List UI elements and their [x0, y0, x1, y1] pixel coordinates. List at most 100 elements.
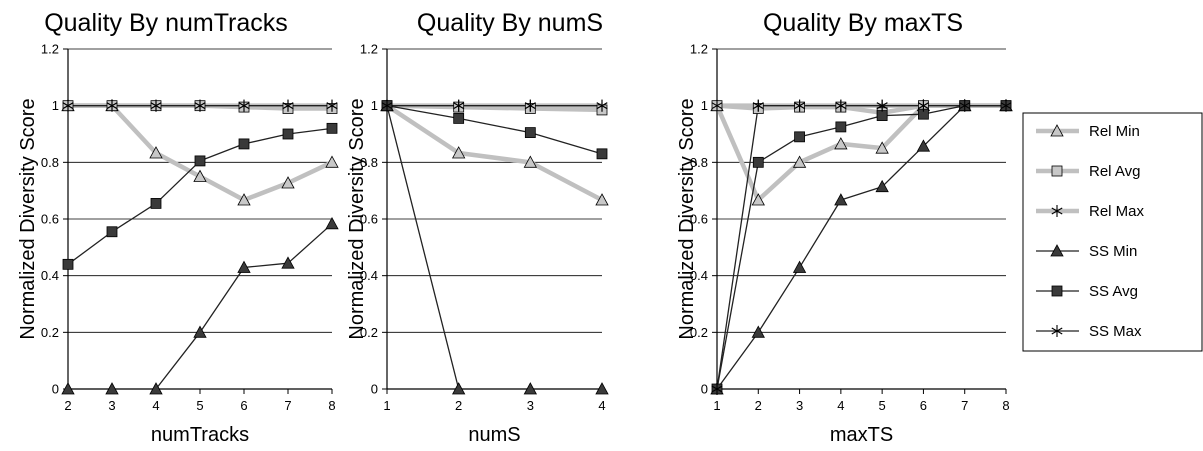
data-point-ss-max [194, 99, 206, 112]
data-point-ss-max [453, 99, 465, 112]
data-point-ss-max [917, 99, 929, 112]
legend-label: SS Min [1089, 243, 1137, 260]
data-point-ss-min [916, 139, 931, 152]
series-line-rel-min [385, 103, 604, 203]
data-point-ss-min [237, 260, 251, 273]
data-point-ss-max [326, 99, 338, 112]
data-point-ss-max [711, 383, 723, 395]
data-point-ss-min [105, 382, 119, 395]
y-tick-label: 0.2 [41, 325, 59, 340]
data-point-ss-avg [150, 198, 162, 209]
data-point-ss-min [281, 256, 295, 269]
series-line-ss-avg [716, 105, 1006, 390]
data-point-ss-avg [453, 113, 465, 124]
data-point-ss-avg [62, 258, 74, 270]
data-point-ss-min [792, 260, 807, 273]
legend-item: Rel Avg [1036, 163, 1140, 180]
y-tick-label: 0.6 [41, 212, 59, 227]
data-point-rel-min [193, 169, 207, 182]
data-point-rel-min [595, 193, 609, 206]
y-axis-label: Normalized Diversity Score [17, 98, 39, 339]
legend-marker [1050, 124, 1064, 137]
chart-3: 0 0.2 0.4 0.6 0.8 1 1.2 1 2 3 4 5 6 7 8 Quality By maxT… [676, 9, 1013, 446]
series-line-ss-avg [386, 105, 603, 155]
legend-box [1022, 112, 1203, 352]
y-tick-label: 0 [701, 382, 708, 397]
data-point-ss-min [834, 193, 848, 206]
x-tick-label: 2 [455, 398, 462, 413]
y-tick-label: 0.8 [690, 155, 708, 170]
data-point-ss-avg [194, 155, 206, 167]
x-axis-label: numS [468, 424, 520, 446]
y-tick-label: 0.4 [41, 268, 59, 283]
legend-marker [1051, 165, 1063, 177]
data-point-rel-max [711, 99, 723, 112]
y-tick-label: 1.2 [41, 42, 59, 57]
data-point-ss-min [193, 325, 207, 338]
data-point-ss-max [381, 99, 393, 112]
data-point-rel-min [751, 193, 765, 206]
data-point-ss-max [959, 99, 971, 112]
data-point-ss-avg [596, 148, 608, 160]
x-tick-label: 4 [152, 398, 159, 413]
data-point-ss-avg [106, 226, 118, 238]
data-point-ss-min [523, 382, 538, 395]
data-point-ss-max [524, 99, 536, 112]
x-tick-label: 4 [598, 398, 605, 413]
data-point-ss-max [150, 99, 162, 112]
data-point-ss-min [149, 382, 163, 395]
x-tick-label: 7 [284, 398, 291, 413]
y-tick-label: 1 [371, 98, 378, 113]
legend-item: SS Max [1036, 323, 1142, 340]
legend-marker [1051, 205, 1063, 217]
chart-title: Quality By numS [417, 9, 603, 37]
x-axis-label: numTracks [151, 424, 249, 446]
legend-item: SS Min [1036, 243, 1137, 260]
x-tick-label: 4 [837, 398, 844, 413]
series-line-ss-min [716, 105, 1006, 390]
data-point-ss-max [835, 99, 847, 112]
x-tick-label: 8 [328, 398, 335, 413]
y-tick-label: 0.6 [690, 212, 708, 227]
data-point-rel-min [523, 155, 538, 168]
legend-label: Rel Max [1089, 203, 1145, 220]
x-tick-label: 6 [240, 398, 247, 413]
data-point-ss-max [106, 99, 118, 112]
y-tick-label: 0 [52, 382, 59, 397]
legend-label: Rel Min [1089, 123, 1140, 140]
y-tick-label: 1 [701, 98, 708, 113]
x-tick-label: 8 [1002, 398, 1009, 413]
x-tick-label: 7 [961, 398, 968, 413]
data-point-rel-min [237, 193, 251, 206]
y-tick-label: 0.6 [360, 212, 378, 227]
data-point-rel-min [792, 155, 807, 168]
x-tick-label: 5 [879, 398, 886, 413]
data-point-ss-avg [326, 122, 338, 134]
series-line-ss-min [386, 105, 602, 390]
legend-marker [1050, 244, 1064, 257]
legend-label: SS Avg [1089, 283, 1138, 300]
data-point-ss-avg [524, 127, 536, 138]
legend: Rel Min Rel Avg Rel Max SS Min SS Avg SS Max [1022, 112, 1203, 352]
data-point-rel-min [875, 141, 889, 154]
series-line-ss-min [68, 223, 333, 390]
y-tick-label: 0.8 [360, 155, 378, 170]
legend-marker [1051, 285, 1063, 297]
x-tick-label: 3 [108, 398, 115, 413]
x-axis-label: maxTS [830, 424, 893, 446]
x-tick-label: 2 [755, 398, 762, 413]
data-point-ss-avg [794, 131, 805, 143]
x-tick-label: 5 [196, 398, 203, 413]
y-tick-label: 0.2 [690, 325, 708, 340]
data-point-ss-min [875, 179, 889, 193]
data-point-ss-min [61, 382, 75, 395]
y-tick-label: 0.8 [41, 155, 59, 170]
data-point-rel-min [149, 146, 163, 159]
data-point-rel-min [834, 137, 848, 150]
chart-1: 0 0.2 0.4 0.6 0.8 1 1.2 2 3 4 5 6 7 8 Quality By numTr… [17, 9, 339, 446]
y-tick-label: 1.2 [690, 42, 708, 57]
data-point-ss-max [1000, 99, 1012, 112]
y-tick-label: 0 [371, 382, 378, 397]
chart-title: Quality By maxTS [763, 9, 963, 37]
